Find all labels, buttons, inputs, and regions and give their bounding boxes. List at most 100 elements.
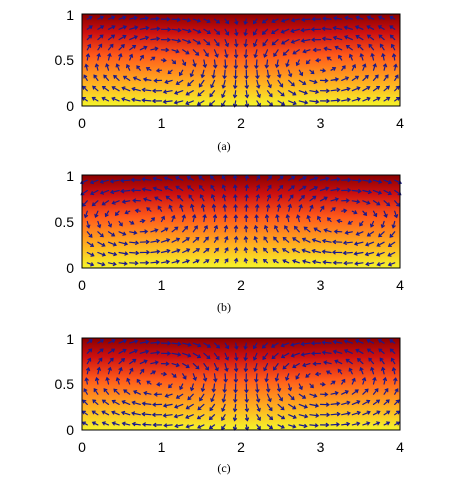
velocity-arrow <box>274 225 279 233</box>
velocity-arrow <box>213 39 220 47</box>
velocity-arrow <box>383 189 392 196</box>
velocity-arrow <box>173 100 184 105</box>
velocity-arrow <box>309 195 317 202</box>
velocity-arrow <box>160 249 171 254</box>
panel-b-xtick-0: 0 <box>78 277 86 293</box>
velocity-arrow <box>163 176 173 181</box>
velocity-arrow <box>136 65 141 71</box>
velocity-arrow <box>139 250 151 255</box>
velocity-arrow <box>129 250 140 256</box>
velocity-arrow <box>389 231 396 238</box>
velocity-arrow <box>362 410 371 416</box>
velocity-arrow <box>177 194 184 202</box>
velocity-arrow <box>150 46 159 51</box>
velocity-arrow <box>223 373 228 383</box>
velocity-arrow <box>255 69 260 80</box>
velocity-arrow <box>389 25 396 30</box>
velocity-arrow <box>203 18 211 23</box>
velocity-arrow <box>389 339 396 344</box>
velocity-arrow <box>203 49 209 57</box>
velocity-arrow <box>234 342 239 350</box>
velocity-arrow <box>351 389 359 395</box>
velocity-arrow <box>341 65 346 71</box>
velocity-arrow <box>288 393 295 401</box>
velocity-arrow <box>97 251 106 257</box>
velocity-arrow <box>277 175 284 181</box>
panel-c-ytick-1: 1 <box>66 331 74 347</box>
velocity-arrow <box>285 373 290 381</box>
velocity-arrow <box>111 421 120 426</box>
velocity-arrow <box>381 52 386 61</box>
panel-a-xtick-3: 3 <box>317 115 325 131</box>
velocity-arrow <box>224 342 230 350</box>
velocity-arrow <box>171 17 181 22</box>
velocity-arrow <box>365 261 375 267</box>
velocity-arrow <box>224 235 229 243</box>
velocity-arrow <box>187 185 194 192</box>
velocity-arrow <box>234 49 239 59</box>
velocity-arrow <box>244 403 250 413</box>
velocity-arrow <box>243 257 248 264</box>
velocity-arrow <box>277 194 283 202</box>
velocity-arrow <box>150 350 161 355</box>
velocity-arrow <box>89 179 99 185</box>
velocity-arrow <box>139 54 144 61</box>
velocity-arrow <box>309 204 314 212</box>
velocity-arrow <box>341 198 350 203</box>
velocity-arrow <box>139 218 146 224</box>
velocity-arrow <box>381 366 386 375</box>
velocity-arrow <box>305 373 311 378</box>
panel-c-xtick-3: 3 <box>317 439 325 455</box>
velocity-arrow <box>288 175 296 181</box>
velocity-arrow <box>233 373 238 384</box>
velocity-arrow <box>379 357 385 365</box>
velocity-arrow <box>213 363 219 372</box>
velocity-arrow <box>266 414 274 421</box>
panel-a-y-ticks: 1 0.5 0 <box>55 7 75 114</box>
velocity-arrow <box>143 391 152 396</box>
velocity-arrow <box>129 240 140 245</box>
velocity-arrow <box>142 197 152 202</box>
velocity-arrow <box>209 403 216 412</box>
velocity-arrow <box>97 34 104 41</box>
velocity-arrow <box>383 200 391 207</box>
velocity-arrow <box>192 373 197 381</box>
panel-a-x-ticks: 0 1 2 3 4 <box>78 115 404 131</box>
velocity-arrow <box>378 348 385 354</box>
velocity-arrow <box>342 250 353 256</box>
velocity-arrow <box>255 203 260 212</box>
velocity-arrow <box>164 79 173 84</box>
velocity-arrow <box>118 231 127 236</box>
velocity-arrow <box>244 383 249 394</box>
velocity-arrow <box>295 373 300 380</box>
velocity-arrow <box>309 413 320 418</box>
velocity-arrow <box>83 210 89 219</box>
velocity-arrow <box>120 189 131 194</box>
velocity-arrow <box>139 368 145 375</box>
velocity-arrow <box>150 249 161 254</box>
velocity-arrow <box>162 403 173 408</box>
velocity-arrow <box>136 378 141 385</box>
velocity-arrow <box>319 205 325 212</box>
velocity-arrow <box>359 220 364 227</box>
velocity-arrow <box>233 383 238 394</box>
velocity-arrow <box>253 258 258 264</box>
velocity-arrow <box>271 28 279 34</box>
panel-b-xtick-3: 3 <box>317 277 325 293</box>
velocity-arrow <box>309 176 319 181</box>
velocity-arrow <box>244 184 249 192</box>
velocity-arrow <box>330 401 341 406</box>
velocity-arrow <box>224 258 229 264</box>
velocity-arrow <box>377 15 385 20</box>
velocity-arrow <box>298 100 309 105</box>
velocity-arrow <box>266 184 272 192</box>
velocity-arrow <box>107 261 117 267</box>
velocity-arrow <box>107 357 114 365</box>
velocity-arrow <box>266 69 271 79</box>
velocity-arrow <box>139 359 148 365</box>
velocity-arrow <box>97 231 104 238</box>
velocity-arrow <box>264 373 269 383</box>
velocity-arrow <box>277 403 285 411</box>
velocity-arrow <box>221 393 226 403</box>
